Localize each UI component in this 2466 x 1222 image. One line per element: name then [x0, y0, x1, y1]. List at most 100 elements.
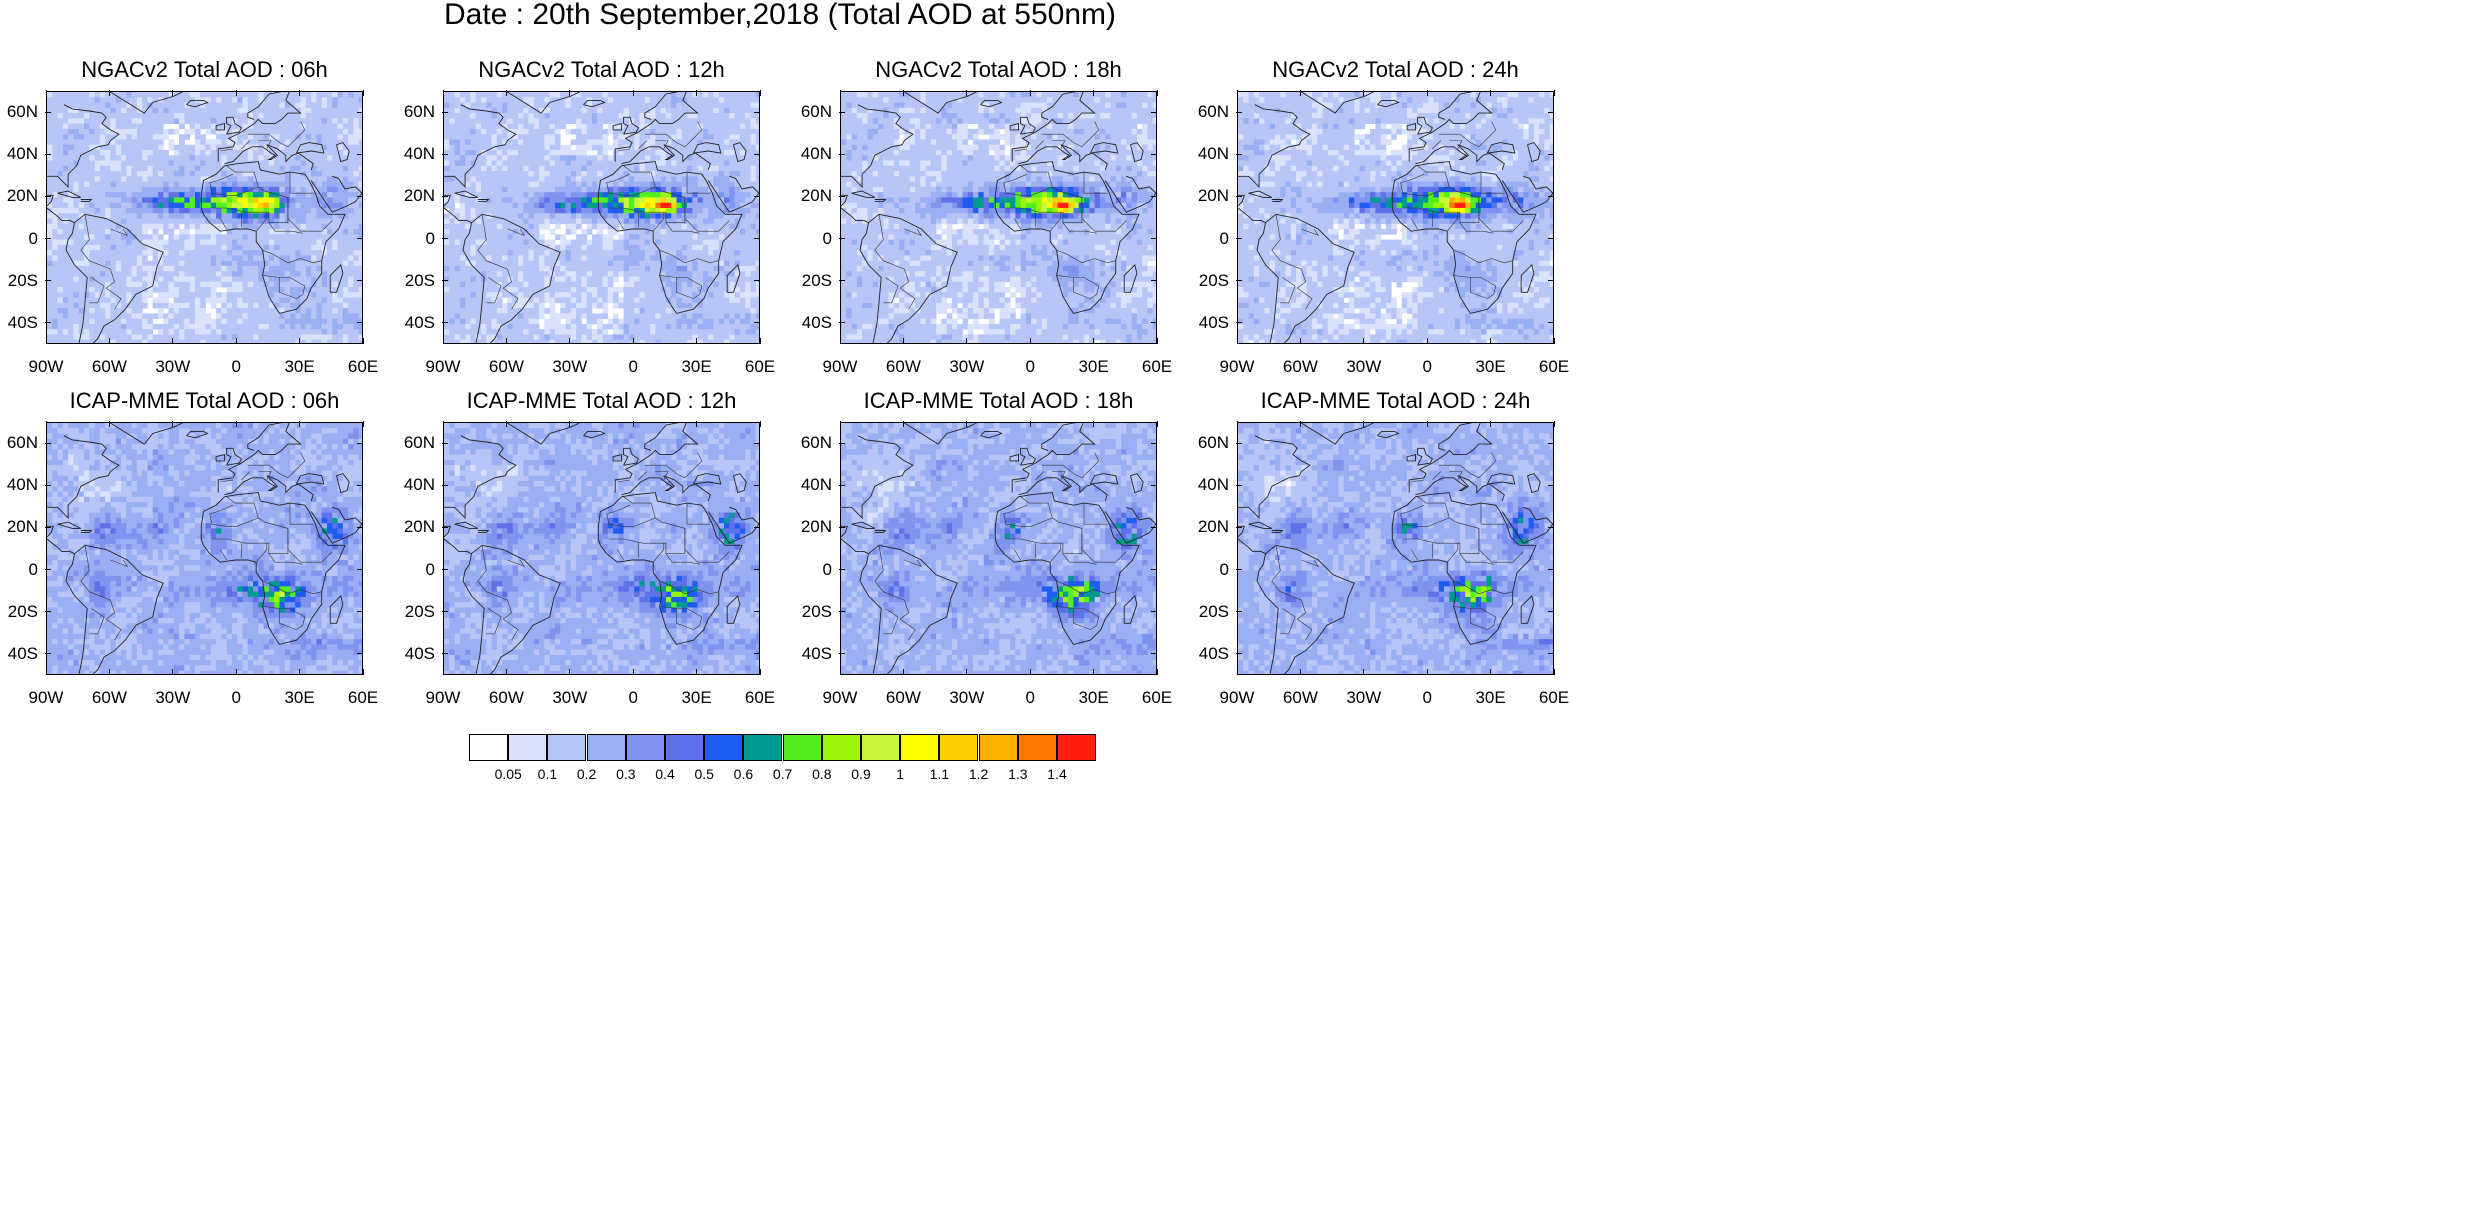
lat-tick-label: 40N [1189, 475, 1229, 495]
coastline [506, 423, 581, 445]
coastline [1501, 506, 1553, 544]
lon-tick [1029, 90, 1031, 96]
country-border [1271, 545, 1313, 641]
coastline [733, 142, 747, 163]
country-border [617, 148, 631, 152]
lat-tick [754, 484, 760, 486]
coastline [1123, 264, 1138, 293]
lon-tick-label: 30E [667, 357, 727, 377]
country-border [262, 275, 306, 299]
coastline [1406, 123, 1416, 131]
lon-tick [1490, 669, 1492, 675]
lon-tick [1426, 669, 1428, 675]
lat-tick [1548, 322, 1554, 324]
lon-tick-label: 90W [413, 688, 473, 708]
lon-tick [1363, 669, 1365, 675]
lon-tick-label: 60W [1270, 688, 1330, 708]
lat-tick [1236, 569, 1242, 571]
country-border [874, 214, 916, 310]
lon-tick [1553, 669, 1555, 675]
aod-map [46, 422, 363, 675]
lon-tick [299, 421, 301, 427]
lon-tick [1490, 90, 1492, 96]
lat-tick [839, 611, 845, 613]
lat-tick-label: 0 [0, 560, 38, 580]
coastline [859, 213, 958, 343]
country-border [1056, 275, 1100, 299]
coastline [1248, 190, 1272, 198]
coastline [614, 92, 699, 162]
coastline [1238, 538, 1266, 555]
lat-tick-label: 60N [0, 102, 38, 122]
lon-tick [505, 90, 507, 96]
lon-tick-label: 30W [1334, 688, 1394, 708]
lat-tick-label: 0 [792, 229, 832, 249]
country-border [638, 140, 648, 150]
coastline [1391, 161, 1537, 314]
country-border [258, 471, 272, 481]
coastline [186, 430, 209, 439]
lat-tick [45, 238, 51, 240]
lat-tick [1236, 611, 1242, 613]
coastline [1527, 142, 1541, 163]
lon-tick-label: 60E [1127, 357, 1187, 377]
aod-field-svg [841, 423, 1156, 674]
lon-tick [1426, 421, 1428, 427]
lon-tick [442, 338, 444, 344]
lon-tick [902, 90, 904, 96]
lat-tick [442, 322, 448, 324]
lat-tick [839, 238, 845, 240]
country-border [655, 471, 669, 481]
country-border [89, 277, 105, 304]
coastline [336, 142, 350, 163]
coastline [1011, 423, 1096, 493]
coastline [477, 199, 490, 203]
coastline [614, 423, 699, 493]
country-border [1453, 249, 1513, 264]
coastline [597, 492, 743, 645]
coastline [623, 447, 639, 466]
lon-tick [45, 90, 47, 96]
country-border [1411, 549, 1418, 561]
lon-tick [1236, 421, 1238, 427]
lat-tick [1151, 442, 1157, 444]
aod-grid [444, 423, 759, 674]
lon-tick [1093, 421, 1095, 427]
lon-tick [108, 90, 110, 96]
lon-tick-label: 30E [1064, 688, 1124, 708]
lon-tick-label: 90W [1207, 688, 1267, 708]
lat-tick [357, 195, 363, 197]
country-border [209, 173, 259, 196]
lon-tick-label: 0 [1397, 688, 1457, 708]
lon-tick [696, 338, 698, 344]
country-border [1003, 173, 1053, 196]
country-border [1271, 214, 1313, 310]
lon-tick [902, 669, 904, 675]
country-border [1432, 140, 1442, 150]
coastline [1104, 175, 1156, 213]
coastline [80, 530, 93, 534]
colorbar-label: 0.6 [723, 766, 763, 782]
coastline [1238, 207, 1266, 224]
lon-tick [362, 90, 364, 96]
lon-tick [696, 421, 698, 427]
country-border [1453, 606, 1497, 630]
coastline [65, 213, 164, 343]
lon-tick [108, 669, 110, 675]
coastline [1408, 92, 1493, 162]
panel-title: NGACv2 Total AOD : 24h [1177, 57, 1614, 83]
colorbar-swatch [900, 734, 940, 761]
lon-tick-label: 90W [413, 357, 473, 377]
lat-tick-label: 60N [1189, 102, 1229, 122]
lat-tick [357, 322, 363, 324]
country-border [644, 121, 703, 148]
coastline [726, 264, 741, 293]
coastline [217, 92, 302, 162]
lon-tick-label: 90W [1207, 357, 1267, 377]
coastline [310, 175, 362, 213]
coastline [707, 175, 759, 213]
lat-tick-label: 40S [792, 313, 832, 333]
coastline [1018, 475, 1108, 502]
coastline [841, 194, 848, 207]
coastline [612, 454, 622, 462]
